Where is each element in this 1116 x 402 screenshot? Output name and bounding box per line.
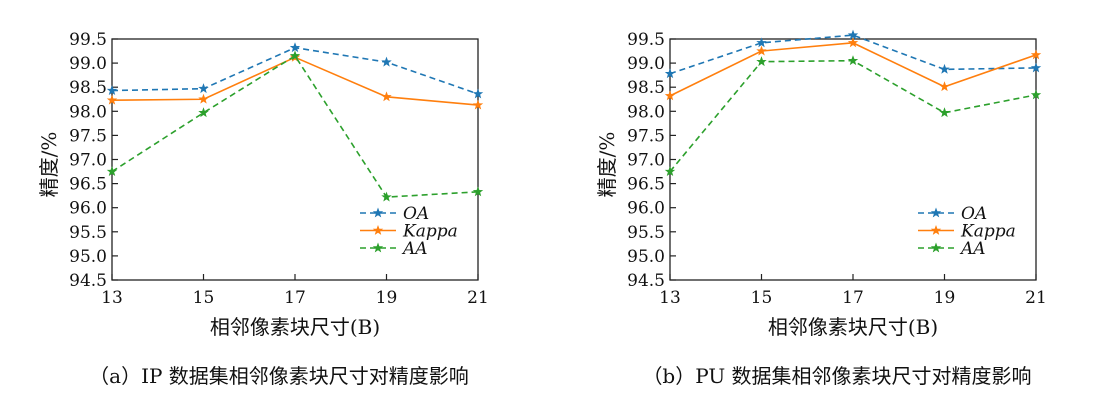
series-point-kappa	[198, 93, 209, 104]
y-tick-label: 99.5	[627, 30, 665, 50]
legend-marker-aa	[930, 242, 942, 253]
chart-panel-pu: 94.5 95.0 95.5 96.0 96.5 97.0 97.5 98.0 98.5 99.0…	[558, 0, 1116, 402]
series-point-kappa	[472, 99, 484, 110]
x-tick-label: 13	[101, 288, 123, 308]
y-tick-label: 97.5	[69, 126, 107, 146]
y-tick-label: 96.5	[69, 175, 107, 195]
series-line-aa	[669, 59, 1037, 173]
legend-label-aa: AA	[959, 239, 986, 259]
series-line-oa	[669, 34, 1037, 75]
chart-pu: 94.5 95.0 95.5 96.0 96.5 97.0 97.5 98.0 98.5 99.0…	[595, 29, 1047, 339]
y-tick-label: 96.5	[627, 175, 665, 195]
x-tick-label: 21	[467, 288, 489, 308]
series-point-aa	[1030, 89, 1042, 100]
series-point-aa	[198, 107, 209, 118]
x-tick-label: 15	[193, 288, 215, 308]
y-tick-label: 96.0	[627, 199, 665, 219]
series-point-aa	[106, 166, 118, 176]
series-point-kappa	[106, 94, 118, 105]
x-tick-label: 13	[659, 288, 681, 308]
series-point-kappa	[756, 45, 767, 56]
y-tick-label: 99.0	[69, 54, 107, 74]
x-tick-label: 21	[1025, 288, 1047, 308]
y-tick-label: 94.5	[69, 271, 107, 291]
y-tick-label: 96.0	[69, 199, 107, 219]
x-tick-label: 15	[751, 288, 773, 308]
x-tick-label: 19	[376, 288, 398, 308]
legend-label-aa: AA	[401, 239, 428, 259]
series-point-aa	[381, 191, 392, 202]
y-tick-label: 95.5	[627, 223, 665, 243]
y-tick-label: 94.5	[627, 271, 665, 291]
y-tick-label: 98.0	[627, 102, 665, 122]
y-tick-label: 97.0	[627, 151, 665, 171]
series-point-oa	[939, 63, 950, 74]
y-tick-label: 97.0	[69, 151, 107, 171]
y-tick-label: 99.5	[69, 30, 107, 50]
series-line-kappa	[111, 56, 479, 106]
legend-marker-oa	[930, 207, 942, 218]
series-point-kappa	[664, 90, 676, 101]
series-point-kappa	[381, 91, 392, 102]
series-point-aa	[847, 55, 859, 66]
series-point-kappa	[1030, 49, 1042, 60]
x-tick-label: 17	[284, 288, 306, 308]
chart-ip: 94.5 95.0 95.5 96.0 96.5 97.0 97.5 98.0 98.5 99.0…	[37, 30, 489, 339]
caption-ip: （a）IP 数据集相邻像素块尺寸对精度影响	[89, 364, 469, 388]
series-line-aa	[111, 54, 479, 198]
series-point-oa	[664, 68, 676, 79]
legend-marker-kappa	[372, 225, 384, 235]
y-tick-label: 99.0	[627, 54, 665, 74]
series-point-aa	[664, 166, 676, 176]
y-tick-label: 98.5	[69, 78, 107, 98]
legend-label-oa: OA	[961, 204, 987, 224]
y-tick-label: 98.0	[69, 102, 107, 122]
y-tick-label: 95.0	[69, 247, 107, 267]
y-axis-label: 精度/%	[37, 132, 61, 198]
x-tick-label: 19	[934, 288, 956, 308]
y-tick-label: 98.5	[627, 78, 665, 98]
series-point-oa	[106, 85, 118, 96]
series-point-oa	[847, 29, 859, 40]
y-tick-label: 97.5	[627, 126, 665, 146]
y-tick-label: 95.0	[627, 247, 665, 267]
y-axis-label: 精度/%	[595, 132, 619, 198]
x-axis-label: 相邻像素块尺寸(B)	[210, 315, 380, 339]
series-point-aa	[756, 56, 767, 67]
x-tick-label: 17	[842, 288, 864, 308]
y-tick-label: 95.5	[69, 223, 107, 243]
series-point-oa	[289, 42, 301, 53]
legend-label-kappa: Kappa	[960, 222, 1016, 242]
legend-marker-aa	[372, 242, 384, 253]
series-point-oa	[472, 88, 484, 99]
legend-label-kappa: Kappa	[402, 222, 458, 242]
legend-label-oa: OA	[403, 204, 429, 224]
series-point-oa	[198, 83, 209, 94]
series-point-aa	[472, 186, 484, 197]
series-point-aa	[939, 107, 950, 118]
legend-marker-oa	[372, 207, 384, 218]
series-point-oa	[381, 56, 392, 67]
legend-marker-kappa	[930, 225, 942, 235]
series-point-oa	[1030, 62, 1042, 73]
caption-pu: （b）PU 数据集相邻像素块尺寸对精度影响	[642, 364, 1032, 388]
chart-panel-ip: 94.5 95.0 95.5 96.0 96.5 97.0 97.5 98.0 98.5 99.0…	[37, 30, 489, 388]
series-point-kappa	[939, 81, 950, 92]
x-axis-label: 相邻像素块尺寸(B)	[768, 315, 938, 339]
series-point-oa	[756, 37, 767, 48]
series-point-kappa	[847, 37, 859, 48]
series-point-aa	[289, 50, 301, 61]
